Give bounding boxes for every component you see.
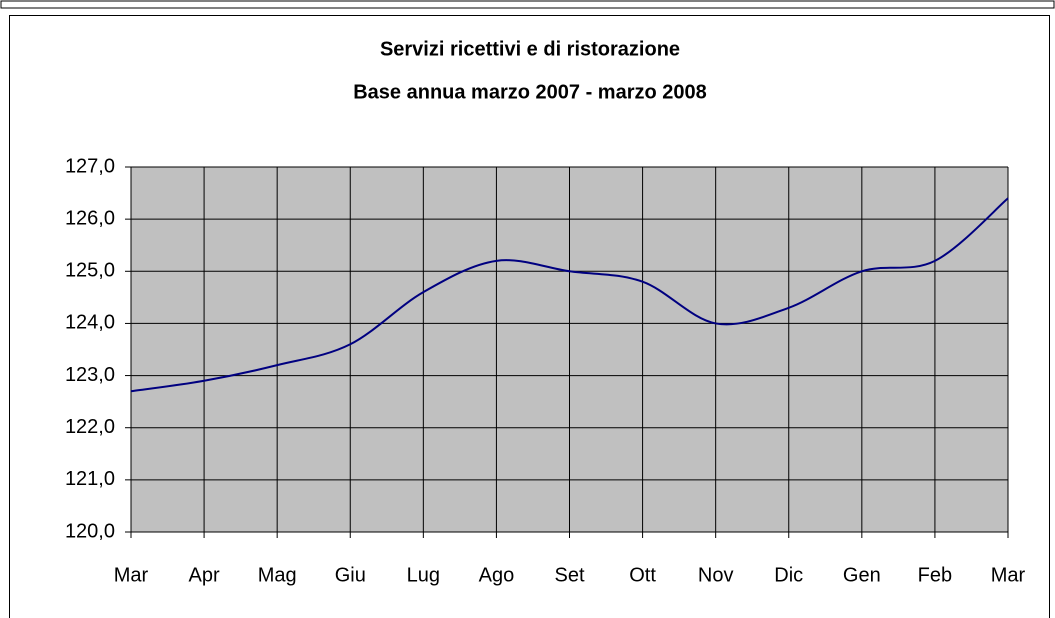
x-tick-label: Ago	[479, 564, 515, 586]
x-tick-label: Ott	[629, 564, 656, 586]
y-tick-label: 126,0	[65, 207, 115, 229]
x-tick-label: Mag	[258, 564, 297, 586]
y-tick-label: 121,0	[65, 468, 115, 490]
data-line	[130, 197, 1009, 393]
x-tick-label: Apr	[189, 564, 220, 586]
y-tick-label: 127,0	[65, 155, 115, 177]
y-tick-label: 123,0	[65, 364, 115, 386]
y-tick-label: 125,0	[65, 260, 115, 282]
x-tick-label: Set	[554, 564, 584, 586]
top-bar	[0, 0, 1055, 9]
x-tick-label: Lug	[407, 564, 440, 586]
x-tick-label: Mar	[991, 564, 1026, 586]
x-tick-label: Feb	[918, 564, 952, 586]
chart-subtitle: Base annua marzo 2007 - marzo 2008	[353, 81, 707, 103]
x-tick-label: Gen	[843, 564, 881, 586]
x-tick-label: Giu	[335, 564, 366, 586]
x-tick-label: Dic	[774, 564, 803, 586]
y-tick-label: 120,0	[65, 520, 115, 542]
y-tick-label: 122,0	[65, 416, 115, 438]
x-tick-label: Mar	[114, 564, 149, 586]
x-tick-label: Nov	[698, 564, 734, 586]
y-tick-label: 124,0	[65, 312, 115, 334]
chart-title: Servizi ricettivi e di ristorazione	[380, 38, 680, 60]
